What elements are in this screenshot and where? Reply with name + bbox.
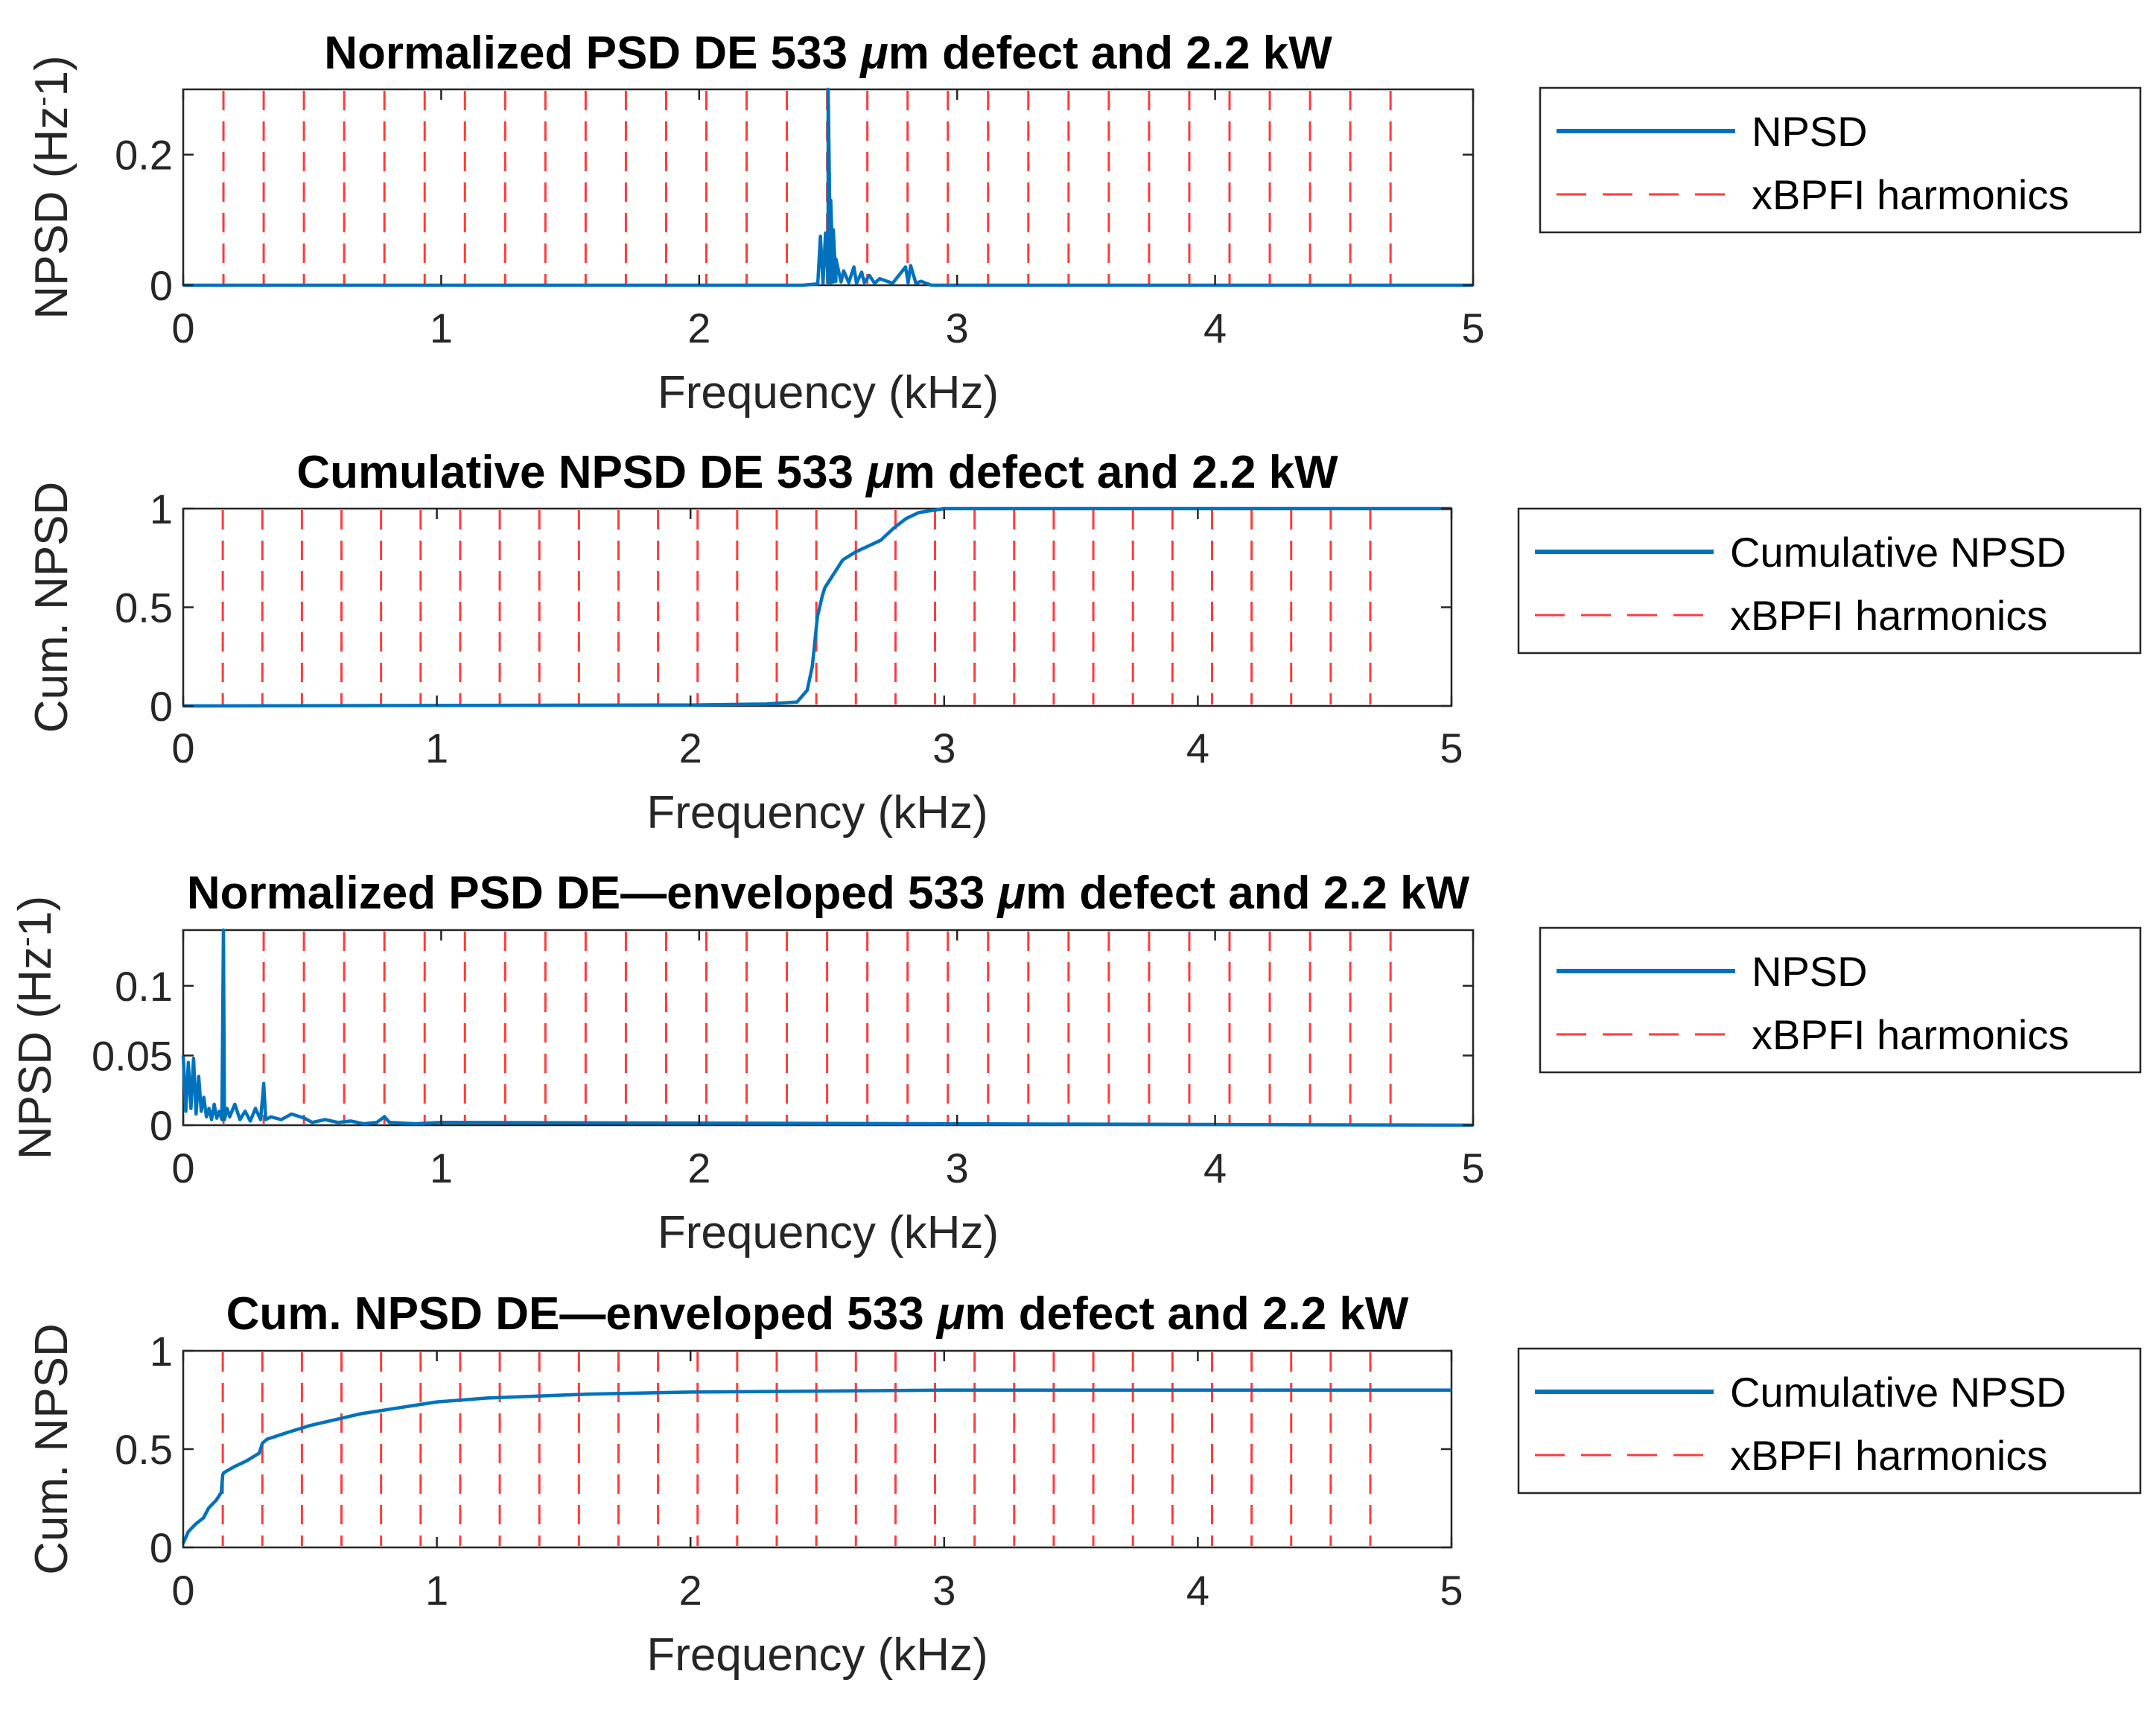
y-tick-label: 0.2 [115,132,173,179]
title-part: Cumulative NPSD DE 533 [296,447,866,498]
subplot-title: Normalized PSD DE—enveloped 533 μm defec… [187,868,1470,919]
x-tick-label: 0 [171,1567,194,1614]
y-tick-label: 0.5 [115,1426,173,1473]
x-tick-label: 2 [679,725,702,771]
y-label-part: NPSD (Hz [10,946,61,1159]
title-mu: μ [865,447,894,498]
legend-entry-label: NPSD [1752,948,1868,995]
x-tick-label: 1 [430,1145,453,1191]
x-axis-label: Frequency (kHz) [658,367,999,419]
x-tick-label: 2 [687,1145,710,1191]
legend: Cumulative NPSD xBPFI harmonics [1517,1347,2142,1495]
y-axis-label: NPSD (Hz-1) [10,896,61,1159]
y-tick-label: 0 [150,1524,173,1571]
y-label-part: Cum. NPSD [26,482,77,733]
title-part: m defect and 2.2 kW [888,28,1333,79]
legend-entry-label: xBPFI harmonics [1730,592,2047,639]
x-tick-label: 5 [1461,305,1484,351]
title-part: m defect and 2.2 kW [964,1288,1409,1340]
x-tick-label: 0 [171,725,194,771]
subplot-4: 0 1 2 3 4 5 0 0.5 1 Cum. NPSD DE—enveloped 533 μm… [26,1288,2142,1681]
y-label-part: Cum. NPSD [26,1323,77,1575]
series-line-1 [182,506,1451,708]
x-tick-label: 0 [171,305,194,351]
y-label-superscript: - [26,96,59,106]
x-axis-label: Frequency (kHz) [646,1629,988,1681]
y-tick-label: 0.5 [115,585,173,631]
y-label-superscript: - [10,937,42,946]
x-tick-label: 4 [1186,725,1209,771]
x-axis-label: Frequency (kHz) [646,787,988,838]
x-tick-label: 3 [932,1567,955,1614]
legend-box [1539,926,2142,1074]
x-tick-label: 3 [946,305,969,351]
x-axis-label: Frequency (kHz) [658,1207,999,1258]
y-tick-label: 0.1 [115,963,173,1010]
y-tick-label: 0.05 [92,1032,173,1079]
subplot-3: 0 1 2 3 4 5 0 0.05 0.1 Normalized PSD DE—envelope… [10,868,2142,1258]
x-tick-label: 5 [1461,1145,1484,1191]
legend: Cumulative NPSD xBPFI harmonics [1517,507,2142,655]
x-tick-label: 0 [171,1145,194,1191]
y-tick-label: 0 [150,262,173,309]
y-tick-label: 0 [150,683,173,730]
title-mu: μ [859,28,888,79]
y-axis-label: NPSD (Hz-1) [26,55,77,319]
x-tick-label: 2 [687,305,710,351]
y-tick-label: 0 [150,1102,173,1149]
legend-entry-label: Cumulative NPSD [1730,1369,2066,1416]
series-line-1 [183,87,1473,287]
subplot-2: 0 1 2 3 4 5 0 0.5 1 Cumulative NPSD DE 533 μm def… [26,447,2142,838]
x-tick-label: 3 [946,1145,969,1191]
x-tick-label: 5 [1440,1567,1463,1614]
y-label-part: 1) [26,55,77,96]
title-part: m defect and 2.2 kW [1025,868,1470,919]
x-tick-label: 1 [425,725,448,771]
legend: NPSD xBPFI harmonics [1539,926,2142,1074]
legend: NPSD xBPFI harmonics [1539,86,2142,234]
legend-entry-label: NPSD [1752,108,1868,155]
x-tick-label: 4 [1203,305,1227,351]
legend-entry-label: xBPFI harmonics [1752,1011,2069,1058]
legend-box [1517,1347,2142,1495]
legend-entry-label: xBPFI harmonics [1752,171,2069,218]
x-tick-label: 1 [425,1567,448,1614]
y-axis-label: Cum. NPSD [26,482,77,733]
x-tick-label: 3 [932,725,955,771]
x-tick-label: 2 [679,1567,702,1614]
title-mu: μ [996,868,1025,919]
title-mu: μ [935,1288,964,1340]
y-axis-label: Cum. NPSD [26,1323,77,1575]
series-line-1 [181,928,1474,1127]
subplot-1: 0 1 2 3 4 5 0 0.2 Normalized PSD DE 533 μm defec… [26,28,2142,419]
title-part: Cum. NPSD DE—enveloped 533 [226,1288,937,1340]
x-tick-label: 4 [1186,1567,1209,1614]
x-tick-label: 5 [1440,725,1463,771]
subplot-title: Cumulative NPSD DE 533 μm defect and 2.2… [296,447,1338,498]
legend-entry-label: Cumulative NPSD [1730,529,2066,576]
legend-entry-label: xBPFI harmonics [1730,1432,2047,1479]
y-label-part: 1) [10,896,61,937]
y-tick-label: 1 [150,1328,173,1375]
title-part: Normalized PSD DE 533 [324,28,860,79]
title-part: Normalized PSD DE—enveloped 533 [187,868,998,919]
x-tick-label: 4 [1203,1145,1227,1191]
y-label-part: NPSD (Hz [26,106,77,319]
series-line-1 [181,1388,1451,1544]
subplot-title: Normalized PSD DE 533 μm defect and 2.2 … [324,28,1332,79]
y-tick-label: 1 [150,486,173,532]
x-tick-label: 1 [430,305,453,351]
legend-box [1517,507,2142,655]
title-part: m defect and 2.2 kW [894,447,1339,498]
legend-box [1539,86,2142,234]
subplot-title: Cum. NPSD DE—enveloped 533 μm defect and… [226,1288,1409,1340]
